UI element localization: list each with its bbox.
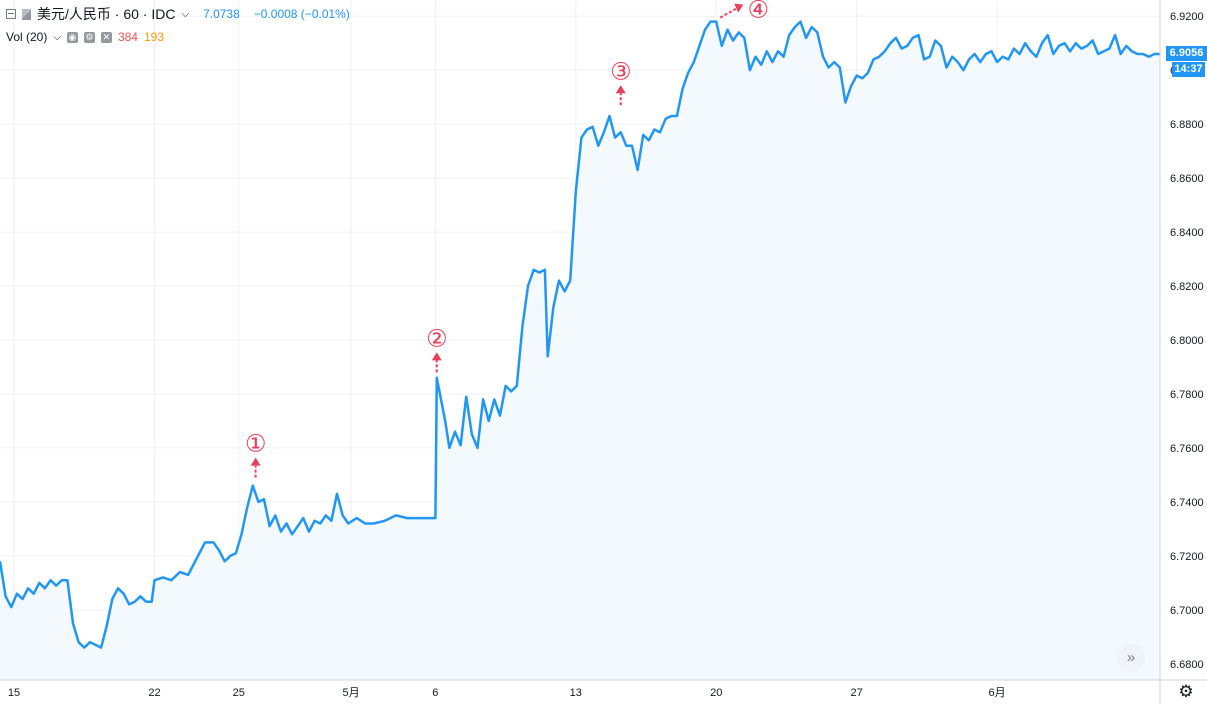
annotation-2: ② <box>426 324 448 373</box>
x-tick-label: 6月 <box>989 687 1006 699</box>
annotation-label: ④ <box>747 0 769 24</box>
annotation-label: ② <box>426 324 448 352</box>
x-tick-label: 25 <box>233 687 245 699</box>
annotation-label: ① <box>245 430 267 458</box>
price-axis[interactable]: 6.92006.90006.88006.86006.84006.82006.80… <box>1170 11 1204 671</box>
annotation-4: ④ <box>719 0 769 24</box>
x-tick-label: 6 <box>432 687 438 699</box>
annotation-arrow-head <box>615 85 626 94</box>
y-tick-label: 6.8400 <box>1170 227 1204 239</box>
y-tick-label: 6.8200 <box>1170 281 1204 293</box>
y-tick-label: 6.9200 <box>1170 11 1204 23</box>
x-tick-label: 20 <box>710 687 722 699</box>
scroll-to-realtime-button[interactable]: » <box>1117 644 1145 672</box>
y-tick-label: 6.7200 <box>1170 551 1204 563</box>
y-tick-label: 6.7400 <box>1170 497 1204 509</box>
annotation-label: ③ <box>610 57 632 85</box>
x-tick-label: 13 <box>570 687 582 699</box>
countdown-tag: 14:37 <box>1172 61 1205 77</box>
annotation-1: ① <box>245 430 267 478</box>
annotation-3: ③ <box>610 57 632 106</box>
y-tick-label: 6.8800 <box>1170 119 1204 131</box>
current-price-tag: 6.9056 <box>1166 45 1207 61</box>
y-tick-label: 6.7600 <box>1170 443 1204 455</box>
settings-gear-icon[interactable]: ⚙ <box>1178 682 1194 701</box>
annotation-arrow-head <box>250 457 261 466</box>
y-tick-label: 6.7800 <box>1170 389 1204 401</box>
y-tick-label: 6.8600 <box>1170 173 1204 185</box>
price-line <box>0 20 1160 649</box>
y-tick-label: 6.8000 <box>1170 335 1204 347</box>
annotation-arrow-head <box>734 3 744 13</box>
y-tick-label: 6.6800 <box>1170 659 1204 671</box>
annotation-arrow-shaft <box>719 7 737 19</box>
x-tick-label: 27 <box>851 687 863 699</box>
x-tick-label: 5月 <box>343 687 360 699</box>
time-axis[interactable]: 15 22 25 5月 6 13 20 27 6月 <box>8 687 1006 699</box>
x-tick-label: 15 <box>8 687 20 699</box>
annotations: ① ② ③ ④ <box>245 0 769 478</box>
x-tick-label: 22 <box>148 687 160 699</box>
price-area-fill <box>0 21 1160 681</box>
annotation-arrow-head <box>431 352 442 361</box>
y-tick-label: 6.7000 <box>1170 605 1204 617</box>
